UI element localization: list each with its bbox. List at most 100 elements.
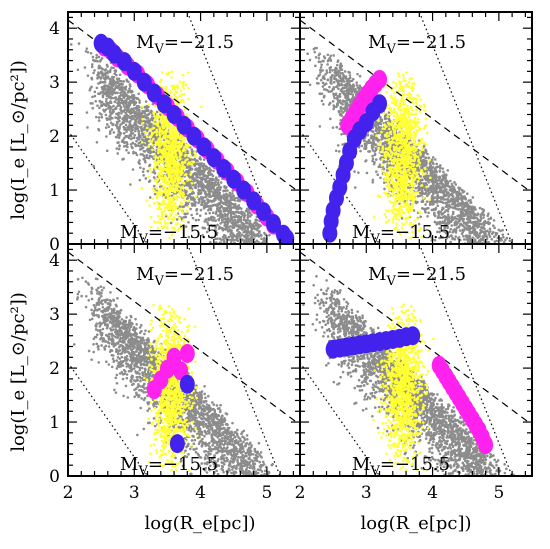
background-point: [138, 99, 141, 102]
background-point: [201, 172, 205, 175]
selected-point: [165, 129, 169, 133]
selected-point: [164, 188, 168, 191]
background-point: [122, 136, 126, 140]
background-point: [207, 227, 211, 231]
background-point: [105, 84, 109, 88]
background-point: [208, 195, 211, 199]
background-point: [85, 47, 89, 50]
selected-point: [182, 87, 186, 90]
selected-point: [164, 89, 168, 92]
background-point: [184, 212, 187, 216]
background-point: [95, 53, 98, 57]
background-point: [137, 130, 140, 133]
selected-point: [187, 97, 190, 101]
background-point: [107, 105, 111, 108]
background-point: [186, 194, 190, 197]
background-point: [159, 113, 162, 116]
background-point: [263, 236, 266, 240]
background-point: [221, 220, 224, 224]
background-point: [101, 74, 105, 78]
background-point: [142, 174, 145, 177]
background-point: [191, 216, 195, 220]
background-point: [125, 78, 129, 82]
background-point: [246, 214, 250, 218]
background-point: [128, 87, 131, 91]
selected-point: [172, 151, 175, 154]
background-point: [129, 183, 132, 186]
background-point: [195, 207, 199, 211]
background-point: [444, 198, 448, 201]
selected-point: [168, 186, 172, 189]
background-point: [240, 228, 244, 231]
background-point: [109, 100, 112, 103]
selected-point: [175, 149, 179, 152]
background-point: [191, 225, 195, 228]
background-point: [114, 106, 118, 109]
background-point: [225, 224, 228, 228]
selected-point: [159, 187, 162, 191]
track-point-blue: [206, 148, 222, 168]
selected-point: [155, 194, 159, 198]
background-point: [111, 123, 114, 127]
background-point: [219, 222, 222, 225]
background-point: [108, 115, 111, 118]
background-point: [212, 194, 215, 198]
selected-point: [148, 139, 151, 143]
background-point: [115, 80, 119, 84]
background-point: [94, 115, 98, 119]
background-point: [118, 73, 122, 77]
background-point: [440, 178, 444, 181]
background-point: [424, 156, 427, 160]
selected-point: [145, 126, 149, 130]
selected-point: [159, 165, 162, 169]
background-point: [360, 144, 364, 148]
background-point: [322, 55, 326, 58]
track-point-blue: [236, 180, 252, 200]
background-point: [120, 85, 123, 89]
background-point: [125, 148, 128, 152]
background-point: [185, 197, 189, 201]
selected-point: [170, 179, 174, 183]
background-point: [235, 207, 238, 210]
selected-point: [183, 154, 187, 158]
background-point: [228, 229, 231, 232]
selected-point: [141, 121, 145, 125]
background-point: [208, 177, 212, 181]
background-point: [100, 113, 103, 116]
selected-point: [153, 118, 156, 122]
selected-point: [155, 128, 159, 132]
background-point: [184, 215, 188, 219]
background-point: [255, 239, 259, 243]
background-point: [99, 104, 103, 108]
background-point: [120, 101, 124, 105]
background-point: [247, 208, 251, 212]
selected-point: [156, 178, 160, 181]
background-point: [102, 85, 105, 89]
background-point: [222, 233, 226, 237]
selected-point: [186, 71, 190, 74]
background-point: [245, 221, 248, 225]
background-point: [239, 224, 242, 227]
background-point: [199, 184, 202, 188]
background-point: [243, 212, 246, 215]
background-point: [123, 128, 126, 131]
background-point: [146, 128, 149, 132]
selected-point: [181, 164, 184, 167]
background-point: [219, 199, 223, 203]
selected-point: [157, 220, 160, 224]
selected-point: [183, 93, 186, 96]
background-point: [128, 83, 132, 86]
background-point: [239, 237, 242, 240]
background-point: [215, 177, 218, 180]
background-point: [109, 121, 113, 125]
background-point: [128, 134, 131, 137]
background-point: [186, 202, 190, 206]
selected-point: [172, 216, 176, 219]
selected-point: [162, 155, 166, 159]
background-point: [238, 198, 241, 201]
background-point: [112, 131, 116, 134]
selected-point: [162, 134, 166, 138]
background-point: [206, 193, 210, 196]
background-point: [504, 238, 507, 242]
background-point: [248, 210, 251, 214]
